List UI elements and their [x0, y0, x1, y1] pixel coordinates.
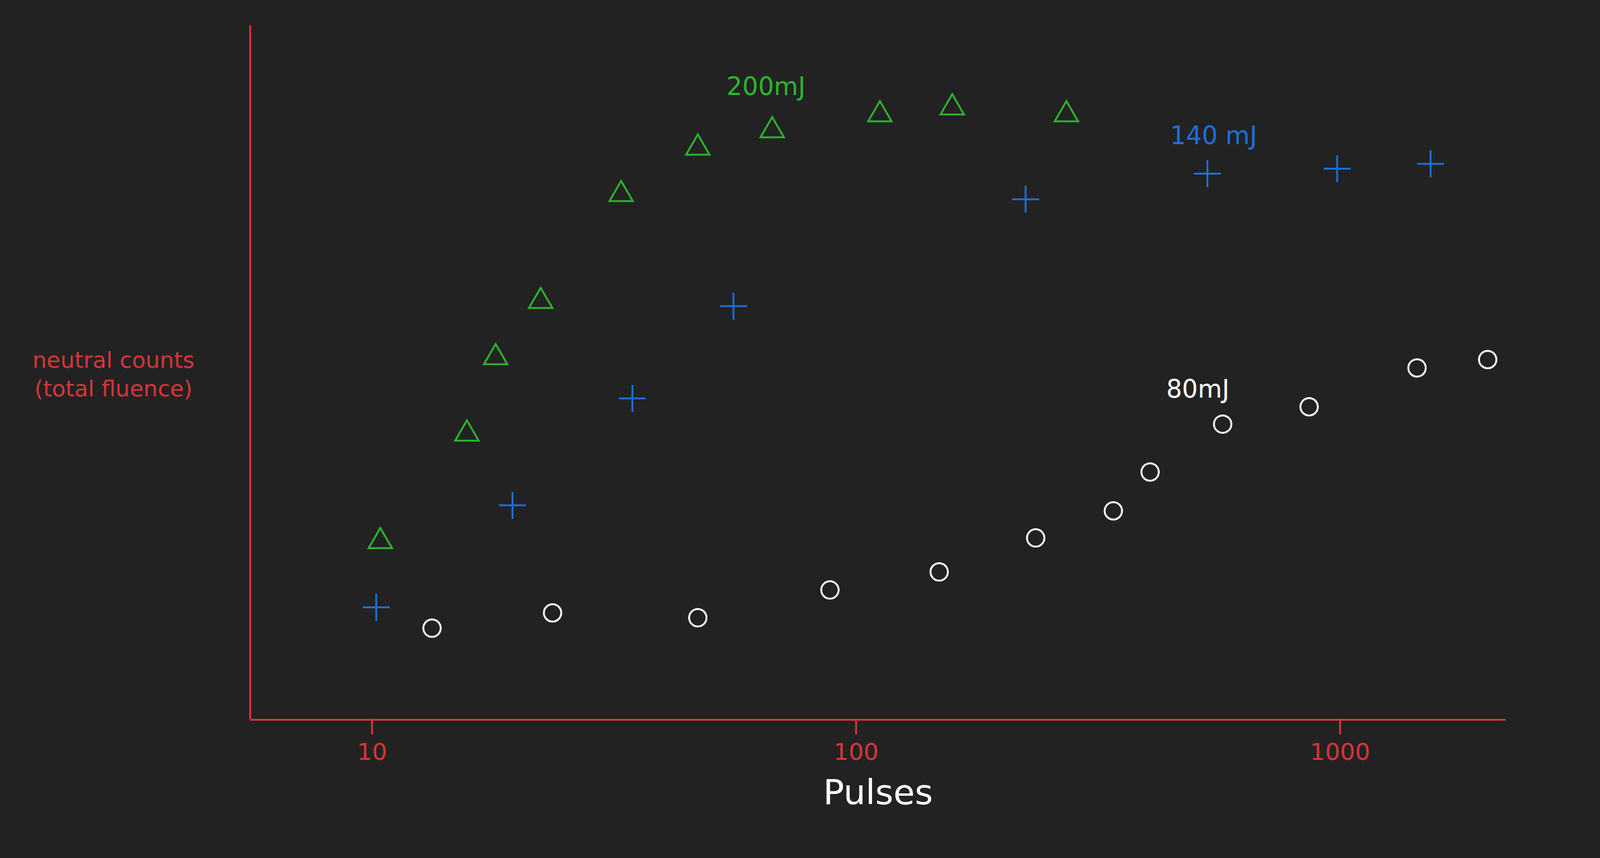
svg-text:80mJ: 80mJ [1166, 374, 1230, 404]
svg-text:neutral counts(total fluence): neutral counts(total fluence) [32, 347, 195, 403]
svg-text:100: 100 [833, 738, 879, 766]
svg-text:200mJ: 200mJ [726, 72, 806, 101]
svg-text:Pulses: Pulses [822, 772, 934, 813]
svg-text:140 mJ: 140 mJ [1170, 121, 1258, 150]
svg-text:1000: 1000 [1310, 738, 1371, 766]
svg-text:10: 10 [356, 738, 387, 766]
